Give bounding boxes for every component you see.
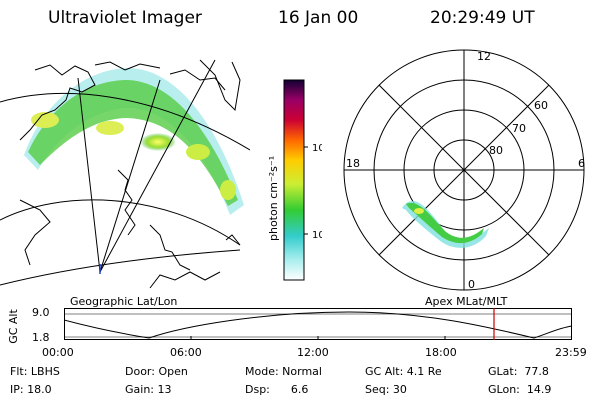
timeline-xtick-2359: 23:59 (555, 346, 587, 359)
timeline-xtick-0000: 00:00 (42, 346, 74, 359)
mlt-label-12: 12 (477, 50, 491, 63)
orbit-timeline (64, 308, 573, 340)
timeline-xtick-1800: 18:00 (425, 346, 457, 359)
polar-plot: 12 18 6 0 60 70 80 (343, 49, 585, 291)
info-glon: GLon: 14.9 (488, 383, 552, 396)
colorbar-tick-10: 10 (312, 230, 322, 241)
aurora-band-polar (402, 200, 489, 248)
info-glat: GLat: 77.8 (488, 365, 549, 378)
geographic-map (0, 59, 250, 289)
colorbar: 100 10 photon cm⁻²s⁻¹ (267, 79, 322, 281)
timeline-xtick-0600: 06:00 (170, 346, 202, 359)
map-grid (0, 59, 250, 286)
coastlines (19, 59, 241, 289)
mlt-label-18: 18 (346, 157, 360, 170)
date-label: 16 Jan 00 (278, 8, 359, 28)
info-gain: Gain: 13 (125, 383, 172, 396)
aurora-band-geo (24, 68, 244, 215)
timeline-xtick-1200: 12:00 (297, 346, 329, 359)
app-title: Ultraviolet Imager (48, 8, 202, 28)
timeline-ytick-min: 1.8 (32, 331, 50, 344)
geo-panel-label: Geographic Lat/Lon (70, 295, 178, 308)
info-dsp: Dsp: 6.6 (245, 383, 309, 396)
lat-label-60: 60 (534, 99, 548, 112)
timeline-ytick-max: 9.0 (32, 306, 50, 319)
info-seq: Seq: 30 (365, 383, 407, 396)
info-ip: IP: 18.0 (10, 383, 52, 396)
timeline-axis-label: GC Alt (6, 309, 20, 344)
mlt-label-6: 6 (578, 157, 585, 170)
info-door: Door: Open (125, 365, 188, 378)
info-gcalt: GC Alt: 4.1 Re (365, 365, 442, 378)
info-flt: Flt: LBHS (10, 365, 60, 378)
time-label: 20:29:49 UT (430, 8, 535, 28)
colorbar-label: photon cm⁻²s⁻¹ (267, 156, 280, 241)
polar-panel-label: Apex MLat/MLT (425, 295, 508, 308)
mlt-label-0: 0 (468, 278, 475, 291)
lat-label-70: 70 (512, 122, 526, 135)
lat-label-80: 80 (489, 144, 503, 157)
colorbar-tick-100: 100 (312, 143, 322, 154)
info-mode: Mode: Normal (245, 365, 322, 378)
